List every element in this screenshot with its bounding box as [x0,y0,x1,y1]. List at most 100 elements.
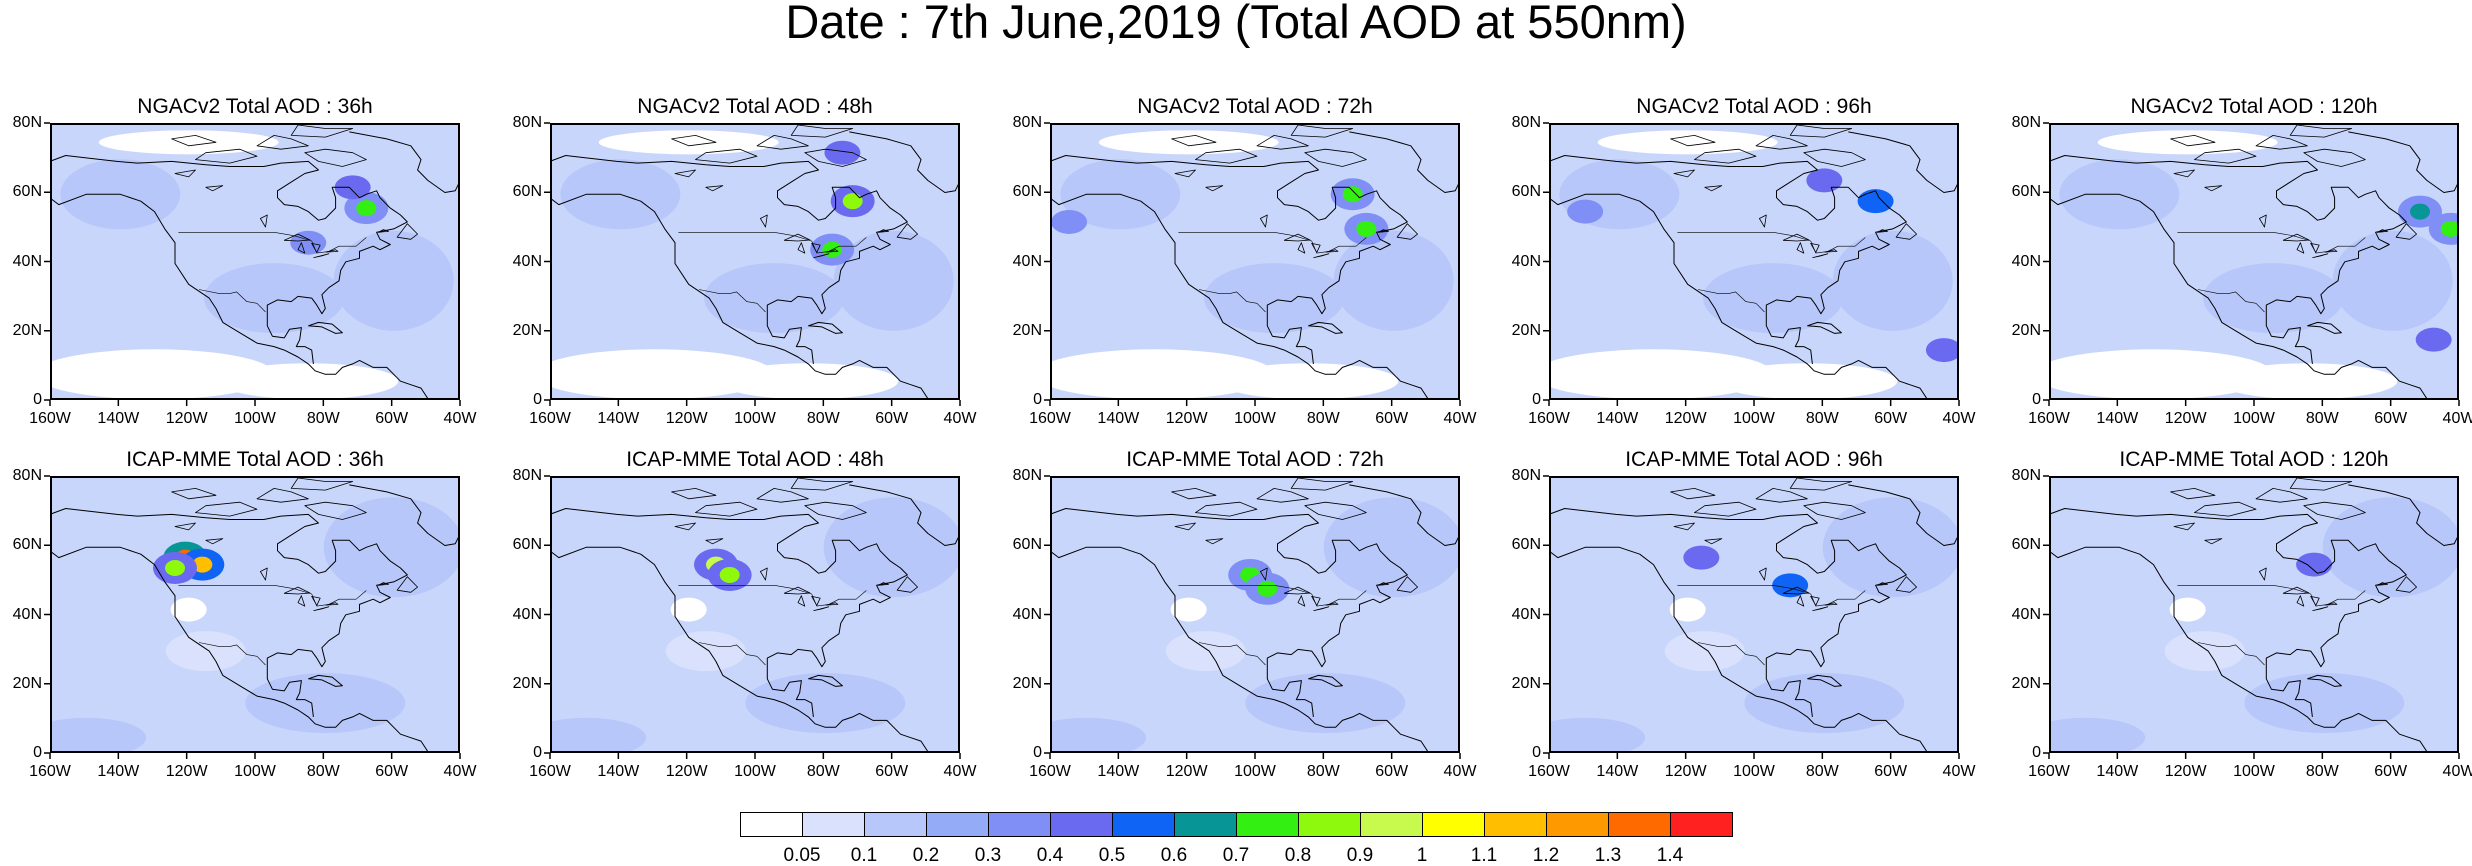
longitude-label: 160W [29,763,71,780]
colorbar-label: 1.2 [1532,845,1560,866]
latitude-label: 20N [1511,321,1541,339]
latitude-label: 0 [533,744,542,761]
latitude-label: 20N [1511,674,1541,692]
latitude-label: 60N [1012,183,1042,201]
longitude-label: 100W [1234,410,1276,427]
longitude-label: 120W [665,763,708,780]
latitude-label: 80N [1012,467,1042,484]
latitude-label: 80N [512,114,542,131]
longitude-label: 60W [375,763,409,780]
panel-title: ICAP-MME Total AOD : 96h [1625,448,1883,471]
longitude-label: 40W [1443,763,1477,780]
longitude-label: 40W [2442,763,2472,780]
panel-title: NGACv2 Total AOD : 96h [1636,95,1872,118]
longitude-label: 80W [2305,763,2339,780]
longitude-label: 160W [1029,763,1071,780]
longitude-label: 40W [1942,410,1976,427]
longitude-label: 40W [943,763,977,780]
longitude-label: 60W [1874,410,1908,427]
latitude-label: 60N [2011,536,2041,554]
colorbar-swatch [740,812,803,837]
longitude-label: 80W [306,410,340,427]
panel-title: ICAP-MME Total AOD : 72h [1126,448,1384,471]
panel-title: NGACv2 Total AOD : 48h [637,95,873,118]
longitude-label: 40W [443,763,477,780]
longitude-label: 140W [597,763,640,780]
latitude-label: 80N [1511,467,1541,484]
longitude-label: 80W [2305,410,2339,427]
map-svg [52,478,458,751]
longitude-label: 160W [29,410,71,427]
aod-map [50,476,460,753]
latitude-label: 20N [1012,674,1042,692]
latitude-label: 0 [33,391,42,408]
latitude-label: 60N [512,536,542,554]
latitude-label: 20N [512,674,542,692]
colorbar-swatch [1422,812,1485,837]
latitude-label: 20N [512,321,542,339]
longitude-label: 60W [2374,410,2408,427]
colorbar-swatch [1112,812,1175,837]
latitude-label: 0 [1033,391,1042,408]
latitude-label: 0 [1532,391,1541,408]
latitude-label: 40N [1511,605,1541,623]
aod-map [1549,476,1959,753]
colorbar-swatch [1050,812,1113,837]
aod-map [2049,476,2459,753]
latitude-label: 80N [12,114,42,131]
longitude-label: 100W [1733,763,1775,780]
latitude-label: 20N [12,674,42,692]
longitude-label: 120W [1664,410,1707,427]
latitude-label: 80N [1511,114,1541,131]
map-svg [1052,125,1458,398]
colorbar-swatch [1360,812,1423,837]
latitude-label: 40N [1511,252,1541,270]
longitude-label: 60W [1375,410,1409,427]
colorbar-label: 1.3 [1594,845,1622,866]
latitude-label: 80N [12,467,42,484]
longitude-label: 80W [806,763,840,780]
latitude-label: 40N [2011,252,2041,270]
map-svg [552,125,958,398]
longitude-label: 120W [1664,763,1707,780]
colorbar-swatch [1484,812,1547,837]
axis-ticks [44,475,461,759]
panel-title: NGACv2 Total AOD : 120h [2130,95,2378,118]
colorbar-label: 1.4 [1656,845,1684,866]
latitude-label: 60N [1511,536,1541,554]
latitude-label: 60N [2011,183,2041,201]
latitude-label: 0 [533,391,542,408]
colorbar-label: 1.1 [1470,845,1498,866]
longitude-label: 80W [1306,763,1340,780]
longitude-label: 160W [529,410,571,427]
longitude-label: 60W [375,410,409,427]
latitude-label: 80N [1012,114,1042,131]
latitude-label: 80N [512,467,542,484]
latitude-label: 0 [33,744,42,761]
longitude-label: 140W [597,410,640,427]
aod-map [1050,476,1460,753]
map-svg [2051,125,2457,398]
longitude-label: 100W [2233,410,2275,427]
longitude-label: 60W [875,763,909,780]
latitude-label: 20N [12,321,42,339]
longitude-label: 160W [2028,763,2070,780]
colorbar-swatch [1670,812,1733,837]
latitude-label: 60N [512,183,542,201]
longitude-label: 120W [2164,410,2207,427]
longitude-label: 100W [234,763,276,780]
longitude-label: 160W [529,763,571,780]
longitude-label: 140W [2096,410,2139,427]
latitude-label: 40N [12,605,42,623]
latitude-label: 40N [512,252,542,270]
latitude-label: 80N [2011,114,2041,131]
panel-title: ICAP-MME Total AOD : 48h [626,448,884,471]
longitude-label: 140W [97,763,140,780]
latitude-label: 20N [1012,321,1042,339]
longitude-label: 80W [1805,763,1839,780]
longitude-label: 40W [1443,410,1477,427]
colorbar-label: 0.5 [1098,845,1126,866]
longitude-label: 100W [1234,763,1276,780]
longitude-label: 120W [1165,763,1208,780]
longitude-label: 60W [1375,763,1409,780]
